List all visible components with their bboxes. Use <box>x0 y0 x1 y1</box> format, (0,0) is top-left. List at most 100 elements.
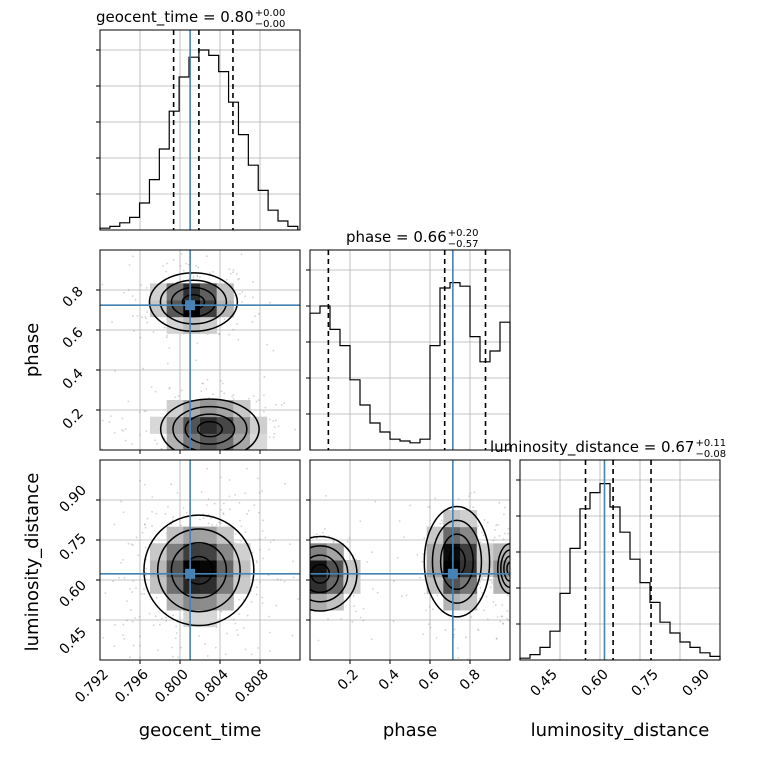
sample-point <box>272 349 275 352</box>
sample-point <box>244 531 247 534</box>
sample-point <box>223 318 226 321</box>
sample-point <box>506 617 509 620</box>
sample-point <box>481 591 483 594</box>
sample-point <box>400 595 403 597</box>
sample-point <box>169 386 171 389</box>
sample-point <box>325 494 328 497</box>
sample-point <box>514 594 516 596</box>
sample-point <box>237 338 240 341</box>
x-axis-label: luminosity_distance <box>531 720 710 741</box>
sample-point <box>235 273 238 275</box>
sample-point <box>432 608 434 611</box>
hist-phase-background <box>310 250 510 450</box>
sample-point <box>223 392 226 395</box>
sample-point <box>142 367 145 370</box>
sample-point <box>470 616 473 618</box>
sample-point <box>132 644 135 647</box>
sample-point <box>355 558 358 561</box>
hist-geocent-time-background <box>100 30 300 230</box>
sample-point <box>220 390 223 393</box>
sample-point <box>517 612 519 614</box>
sample-point <box>291 634 294 637</box>
sample-point <box>146 321 149 324</box>
sample-point <box>468 495 471 498</box>
sample-point <box>163 436 166 438</box>
sample-point <box>277 425 280 428</box>
sample-point <box>423 536 426 539</box>
sample-point <box>78 523 80 525</box>
sample-point <box>158 623 161 626</box>
sample-point <box>262 394 265 397</box>
sample-point <box>143 588 145 591</box>
sample-point <box>513 566 515 568</box>
density-cell <box>200 433 218 450</box>
tick-label-geocent-time: 0.804 <box>192 666 232 706</box>
sample-point <box>180 646 183 649</box>
sample-point <box>196 275 199 278</box>
sample-point <box>307 576 309 578</box>
sample-point <box>132 666 134 668</box>
scatter-phase-vs-luminosity-distance <box>304 460 520 664</box>
sample-point <box>321 531 324 534</box>
sample-point <box>480 531 483 534</box>
tick-label-luminosity-distance: 0.60 <box>578 667 611 700</box>
density-cell <box>460 576 478 594</box>
sample-point <box>139 656 142 659</box>
sample-point <box>118 576 120 579</box>
sample-point <box>120 500 123 503</box>
sample-point <box>259 548 262 551</box>
sample-point <box>240 540 242 543</box>
sample-point <box>244 295 247 298</box>
x-axis-label: phase <box>383 720 437 741</box>
sample-point <box>139 433 141 436</box>
hist-luminosity-distance-title-minus: −0.08 <box>695 449 726 460</box>
density-cell <box>183 316 201 334</box>
sample-point <box>220 610 223 613</box>
sample-point <box>398 520 401 523</box>
sample-point <box>242 626 245 629</box>
scatter-geocent-time-vs-luminosity-distance-contour-0-2 <box>156 528 241 613</box>
sample-point <box>506 609 509 612</box>
sample-point <box>145 430 148 433</box>
y-axis-label: phase <box>22 323 43 377</box>
sample-point <box>246 467 248 470</box>
density-cell <box>216 576 234 594</box>
sample-point <box>501 615 504 618</box>
sample-point <box>444 629 447 632</box>
sample-point <box>304 624 306 626</box>
sample-point <box>248 397 250 400</box>
sample-point <box>481 577 483 580</box>
sample-point <box>359 616 362 619</box>
sample-point <box>518 583 520 585</box>
scatter-phase-vs-luminosity-distance-contour-2-0 <box>506 561 510 576</box>
hist-phase-frame <box>309 249 511 451</box>
sample-point <box>268 631 271 634</box>
hist-luminosity-distance-title: luminosity_distance = 0.67 <box>490 438 694 457</box>
sample-point <box>129 608 132 611</box>
sample-point <box>182 269 185 272</box>
sample-point <box>264 536 267 539</box>
sample-point <box>453 628 456 631</box>
sample-point <box>263 375 266 378</box>
sample-point <box>195 264 197 267</box>
sample-point <box>137 554 140 557</box>
sample-point <box>212 271 214 273</box>
sample-point <box>236 278 239 281</box>
sample-point <box>383 662 385 664</box>
scatter-geocent-time-vs-phase <box>100 250 300 457</box>
sample-point <box>434 497 437 500</box>
sample-point <box>198 518 201 521</box>
sample-point <box>306 582 308 584</box>
sample-point <box>154 439 157 442</box>
hist-phase-title-plus: +0.20 <box>448 228 479 239</box>
sample-point <box>372 588 374 590</box>
sample-point <box>359 520 362 523</box>
sample-point <box>172 455 174 457</box>
sample-point <box>138 411 141 414</box>
sample-point <box>151 510 153 513</box>
sample-point <box>206 504 208 506</box>
sample-point <box>228 495 231 498</box>
sample-point <box>514 518 516 520</box>
hist-geocent-time-steps <box>99 49 299 230</box>
sample-point <box>220 508 222 511</box>
